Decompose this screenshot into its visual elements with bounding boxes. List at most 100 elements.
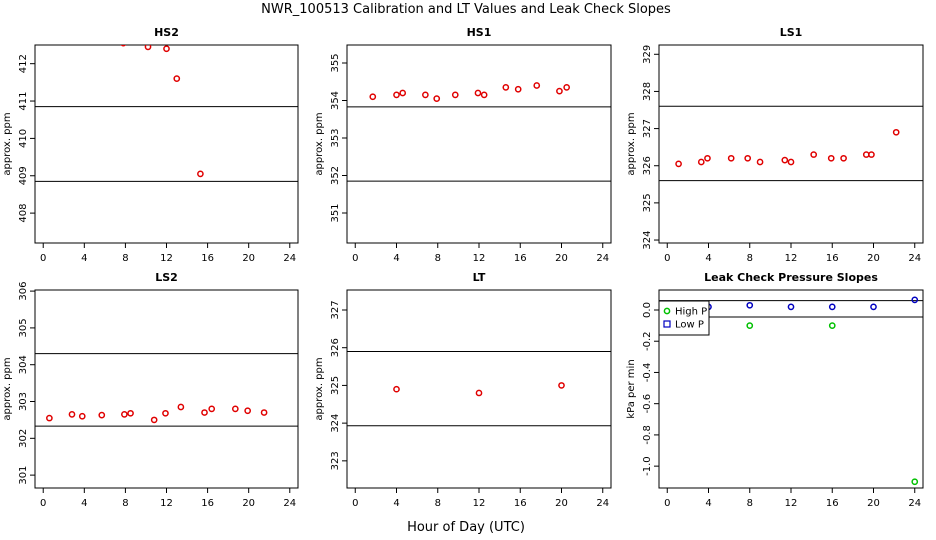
legend-symbol	[663, 320, 671, 328]
point	[746, 301, 754, 309]
point	[120, 45, 127, 47]
y-tick-label: 351	[330, 203, 341, 222]
x-tick-label: 24	[283, 498, 296, 509]
x-tick-label: 24	[596, 498, 609, 509]
y-tick-label: 326	[642, 156, 653, 175]
x-tick-label: 24	[908, 498, 921, 509]
y-tick-label: 329	[642, 45, 653, 64]
y-tick-label: 410	[18, 129, 29, 148]
plot-frame	[346, 289, 612, 489]
point	[502, 84, 510, 91]
plot-frame	[658, 44, 924, 244]
y-axis-label: approx. ppm	[314, 357, 325, 420]
legend-symbol	[663, 307, 671, 315]
plot-frame	[346, 44, 612, 244]
plot-frame	[34, 44, 299, 244]
y-tick-label: 323	[330, 451, 341, 470]
point	[393, 91, 400, 99]
legend-label: Low P	[675, 320, 704, 331]
x-tick-label: 16	[826, 498, 839, 509]
x-tick-label: 8	[435, 498, 441, 509]
y-axis-label: kPa per min	[626, 359, 637, 418]
y-tick-label: -1.0	[642, 456, 653, 476]
y-tick-label: 305	[18, 318, 29, 337]
x-tick-label: 4	[705, 498, 711, 509]
x-tick-label: 0	[352, 498, 358, 509]
panel: Leak Check Pressure Slopes kPa per min 0 4 8…	[626, 271, 924, 509]
panel: HS2 approx. ppm 0 4 8 12 16 20 24 408 409 410 411 412	[2, 26, 299, 264]
panel-title: Leak Check Pressure Slopes	[704, 271, 878, 284]
panel: LT approx. ppm 0 4 8 12 16 20 24 323 324 325 326 327	[314, 271, 612, 509]
y-tick-label: 301	[18, 466, 29, 485]
point	[231, 405, 239, 413]
figure-title: NWR_100513 Calibration and LT Values and…	[261, 2, 671, 17]
y-tick-label: 325	[330, 376, 341, 395]
point	[480, 91, 488, 99]
x-tick-label: 16	[826, 253, 839, 264]
panel-title: LT	[473, 271, 486, 284]
point	[422, 91, 429, 99]
point	[150, 416, 158, 424]
panel: LS2 approx. ppm 0 4 8 12 16 20 24 301 302 303 304 305…	[2, 271, 299, 509]
point	[892, 128, 900, 136]
y-tick-label: -0.2	[642, 331, 653, 351]
x-tick-label: 20	[867, 253, 880, 264]
point	[68, 411, 76, 418]
x-tick-label: 0	[40, 498, 46, 509]
x-tick-label: 24	[596, 253, 609, 264]
x-tick-label: 8	[435, 253, 441, 264]
x-tick-label: 16	[514, 253, 527, 264]
point	[98, 411, 106, 419]
point	[244, 407, 252, 415]
point	[828, 303, 836, 311]
x-tick-label: 4	[81, 498, 87, 509]
point	[208, 405, 216, 413]
x-tick-label: 16	[514, 498, 527, 509]
point	[563, 84, 571, 91]
x-tick-label: 8	[747, 498, 753, 509]
x-tick-label: 20	[867, 498, 880, 509]
y-tick-label: 412	[18, 54, 29, 73]
y-axis-label: approx. ppm	[314, 112, 325, 175]
y-tick-label: 303	[18, 392, 29, 411]
x-tick-label: 0	[352, 253, 358, 264]
point	[704, 154, 711, 162]
y-tick-label: 304	[18, 355, 29, 374]
x-tick-label: 4	[81, 253, 87, 264]
panel-title: LS1	[780, 26, 803, 39]
point	[827, 154, 835, 162]
point	[514, 85, 522, 93]
x-tick-label: 16	[201, 253, 214, 264]
point	[556, 87, 563, 95]
point	[870, 303, 877, 311]
point	[810, 151, 818, 158]
plot-area	[347, 350, 611, 427]
panel-title: LS2	[155, 271, 178, 284]
point	[756, 158, 764, 166]
point	[911, 478, 919, 486]
point	[144, 45, 152, 51]
point	[163, 45, 170, 53]
panel: LS1 approx. ppm 0 4 8 12 16 20 24 324 325 326 327 328…	[626, 26, 924, 264]
point	[911, 296, 919, 304]
point	[697, 158, 705, 166]
panel-title: HS2	[154, 26, 179, 39]
point	[746, 322, 754, 329]
plot-area	[35, 45, 298, 182]
y-axis-label: approx. ppm	[2, 357, 13, 420]
x-tick-label: 0	[40, 253, 46, 264]
y-tick-label: 352	[330, 166, 341, 185]
point	[558, 382, 565, 389]
y-tick-label: 353	[330, 128, 341, 147]
y-axis-label: approx. ppm	[2, 112, 13, 175]
x-tick-label: 20	[242, 498, 255, 509]
point	[475, 389, 483, 397]
y-tick-label: 409	[18, 166, 29, 185]
point	[201, 409, 208, 416]
y-tick-label: 354	[330, 91, 341, 110]
point	[787, 158, 795, 166]
x-tick-label: 12	[785, 498, 798, 509]
y-tick-label: 327	[330, 300, 341, 319]
y-tick-label: -0.4	[642, 363, 653, 383]
